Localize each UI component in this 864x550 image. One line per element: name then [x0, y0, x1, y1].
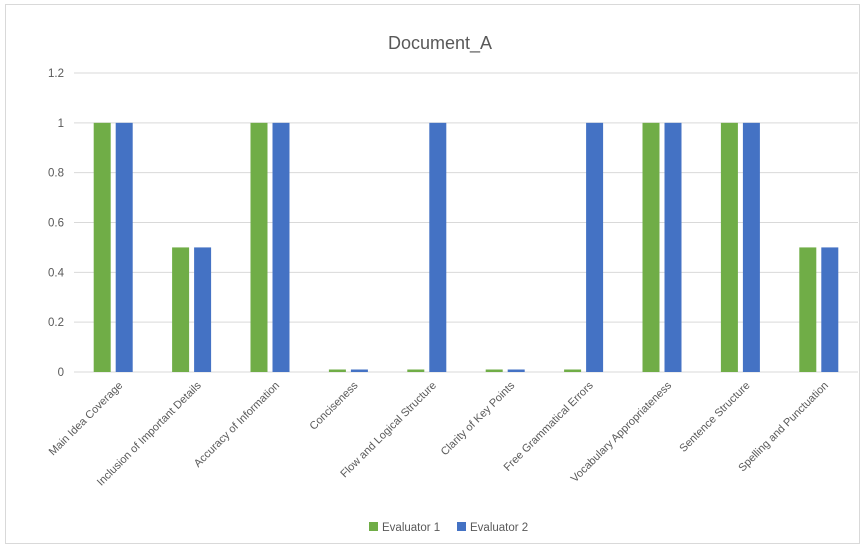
bar-evaluator-1: [172, 247, 190, 372]
x-tick-label: Conciseness: [307, 379, 360, 432]
legend: Evaluator 1 Evaluator 2: [369, 522, 528, 534]
bar-evaluator-2: [507, 369, 525, 372]
bar-evaluator-2: [742, 122, 760, 372]
bar-evaluator-1: [642, 122, 660, 372]
x-tick-label: Accuracy of Information: [192, 380, 282, 470]
bar-evaluator-1: [93, 122, 111, 372]
legend-swatch: [369, 522, 378, 531]
gridlines: [74, 72, 858, 373]
chart: Document_A 0 0.2 0.4 0.6 0.8 1 1.2 Main Idea C…: [47, 33, 858, 534]
x-tick-label: Spelling and Punctuation: [736, 380, 831, 475]
bar-evaluator-2: [115, 122, 133, 372]
bar-evaluator-1: [799, 247, 817, 372]
bar-evaluator-2: [586, 122, 604, 372]
x-tick-label: Free Grammatical Errors: [502, 379, 596, 473]
bar-evaluator-1: [407, 369, 425, 372]
bar-evaluator-2: [429, 122, 447, 372]
y-tick-label: 0.8: [48, 168, 64, 180]
bar-evaluator-1: [564, 369, 582, 372]
bar-evaluator-2: [821, 247, 839, 372]
x-tick-label: Main Idea Coverage: [47, 380, 126, 459]
x-tick-label: Sentence Structure: [677, 380, 752, 455]
legend-label: Evaluator 1: [382, 522, 440, 534]
bar-evaluator-1: [328, 369, 346, 372]
y-tick-label: 0.6: [48, 218, 64, 230]
x-tick-label: Clarity of Key Points: [439, 379, 518, 458]
y-tick-label: 0.2: [48, 317, 64, 329]
chart-frame: Document_A 0 0.2 0.4 0.6 0.8 1 1.2 Main Idea C…: [5, 4, 860, 544]
bar-evaluator-1: [250, 122, 268, 372]
bar-evaluator-2: [350, 369, 368, 372]
bar-evaluator-1: [485, 369, 503, 372]
bar-evaluator-2: [664, 122, 682, 372]
y-tick-label: 0: [58, 367, 64, 379]
bar-evaluator-2: [272, 122, 290, 372]
bars: [93, 122, 839, 372]
y-tick-label: 1: [58, 118, 64, 130]
chart-title: Document_A: [388, 33, 492, 54]
legend-label: Evaluator 2: [470, 522, 528, 534]
bar-evaluator-1: [720, 122, 738, 372]
bar-evaluator-2: [194, 247, 212, 372]
y-tick-label: 1.2: [48, 68, 64, 80]
y-axis-ticks: 0 0.2 0.4 0.6 0.8 1 1.2: [48, 68, 65, 379]
legend-swatch: [457, 522, 466, 531]
y-tick-label: 0.4: [48, 267, 65, 279]
